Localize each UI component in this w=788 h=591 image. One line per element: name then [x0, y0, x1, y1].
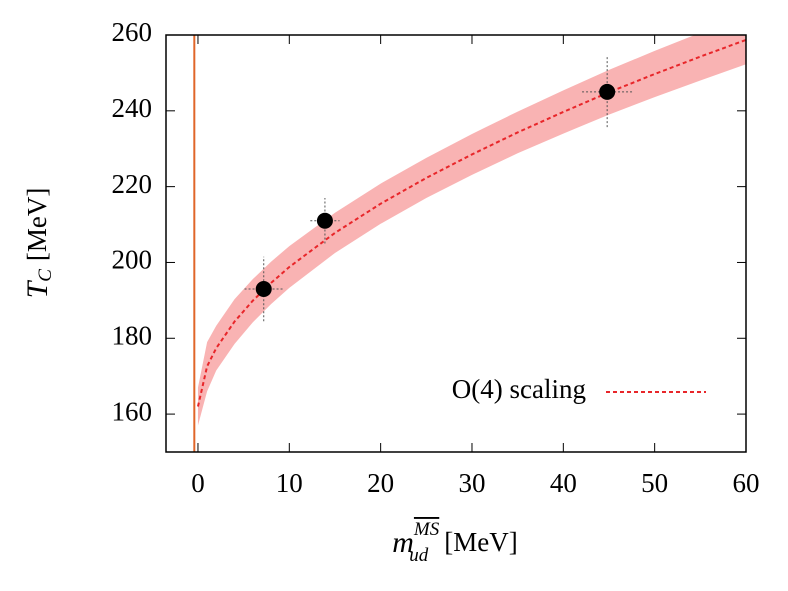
y-tick-label: 160: [112, 396, 153, 426]
y-tick-label: 240: [112, 93, 153, 123]
plot-frame: [165, 34, 747, 453]
y-symbol: T: [21, 279, 54, 298]
y-tick-label: 180: [112, 320, 153, 350]
x-tick-label: 50: [641, 468, 668, 498]
y-tick-label: 200: [112, 245, 153, 275]
y-axis-label: TC [MeV]: [21, 188, 56, 299]
x-sub: ud: [409, 545, 429, 566]
x-tick-label: 40: [550, 468, 577, 498]
x-unit: [MeV]: [444, 527, 517, 557]
fit-line: [196, 38, 746, 407]
y-tick-label: 260: [112, 17, 153, 47]
x-tick-label: 10: [276, 468, 303, 498]
x-symbol: m: [392, 526, 414, 559]
error-band: [197, 35, 746, 426]
y-sub: C: [35, 269, 56, 282]
x-tick-label: 20: [367, 468, 394, 498]
data-point: [599, 83, 616, 100]
data-point: [255, 280, 272, 297]
x-tick-label: 60: [733, 468, 760, 498]
plot-area: [193, 35, 746, 452]
x-tick-label: 0: [191, 468, 205, 498]
x-sup: MS: [413, 519, 440, 540]
x-tick-label: 30: [458, 468, 485, 498]
y-unit: [MeV]: [22, 188, 52, 261]
legend-label: O(4) scaling: [452, 374, 586, 404]
data-point: [316, 212, 333, 229]
y-tick-label: 220: [112, 169, 153, 199]
x-axis-label: mMS ud [MeV]: [392, 519, 517, 566]
